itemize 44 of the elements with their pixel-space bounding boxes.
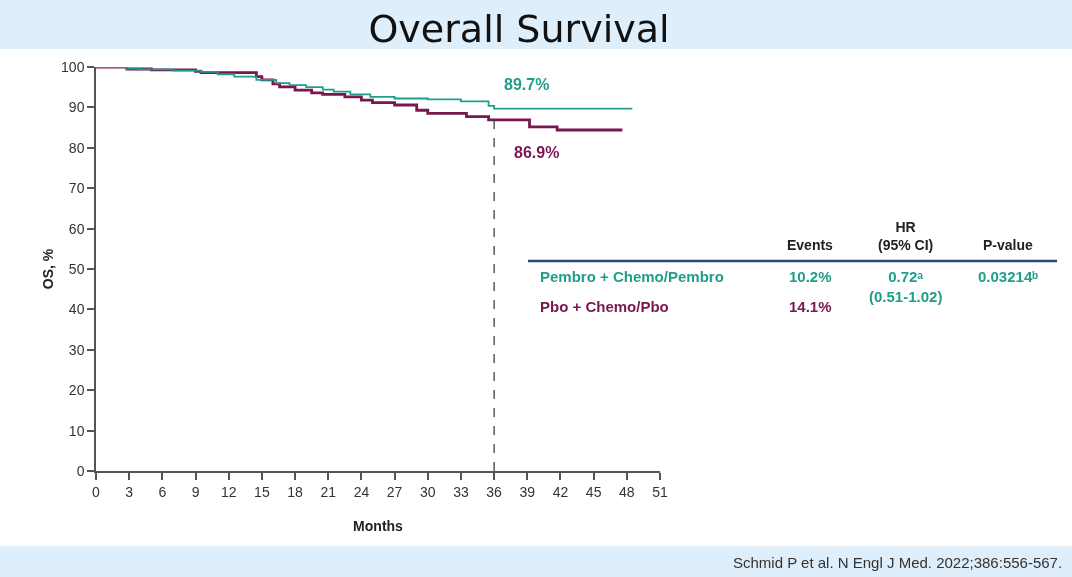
text: 10.2% (789, 268, 832, 285)
x-tick-label: 51 (652, 483, 668, 500)
x-tick-label: 33 (453, 483, 469, 500)
x-tick-label: 24 (353, 483, 370, 500)
text: Events (787, 237, 834, 253)
x-tick-label: 6 (158, 483, 167, 500)
y-tick-label: 60 (68, 220, 85, 237)
y-tick-label: 30 (68, 341, 85, 358)
x-axis-title: Months (353, 518, 404, 535)
text: Schmid P et al. N Engl J Med. 2022;386:556-567. (733, 554, 1063, 571)
annotation: 86.9% (514, 144, 560, 161)
x-tick-label: 18 (287, 483, 304, 500)
text: Pembro + Chemo/Pembro (540, 268, 724, 285)
y-tick-label: 100 (61, 58, 85, 75)
x-tick-label: 48 (619, 483, 635, 500)
y-tick-label: 50 (68, 260, 85, 277)
x-tick-label: 39 (519, 483, 536, 500)
y-tick-label: 10 (68, 422, 85, 439)
x-tick-label: 0 (92, 483, 101, 500)
y-tick-label: 0 (76, 462, 85, 479)
chart-title: Overall Survival (368, 7, 670, 52)
x-tick-label: 21 (320, 483, 337, 500)
y-tick-label: 80 (68, 139, 85, 156)
text: HR (95% CI) (878, 219, 934, 254)
x-tick-label: 12 (220, 483, 237, 500)
text: 0.72ᵃ (0.51-1.02) (869, 268, 943, 305)
x-tick-label: 3 (125, 483, 134, 500)
x-tick-label: 42 (552, 483, 569, 500)
text: 14.1% (789, 298, 832, 315)
x-tick-label: 30 (419, 483, 436, 500)
y-tick-label: 70 (68, 180, 85, 197)
x-tick-label: 15 (254, 483, 270, 500)
x-tick-label: 36 (486, 483, 503, 500)
x-tick-label: 45 (585, 483, 602, 500)
y-tick-label: 40 (68, 301, 85, 318)
y-axis-title: OS, % (40, 248, 57, 290)
y-tick-label: 90 (68, 99, 85, 116)
x-tick-label: 9 (191, 483, 200, 500)
x-tick-label: 27 (386, 483, 403, 500)
y-tick-label: 20 (68, 382, 85, 399)
annotation: 89.7% (504, 76, 550, 93)
text: 0.03214ᵇ (978, 268, 1039, 285)
text: Pbo + Chemo/Pbo (540, 298, 669, 315)
text: P-value (983, 237, 1034, 253)
